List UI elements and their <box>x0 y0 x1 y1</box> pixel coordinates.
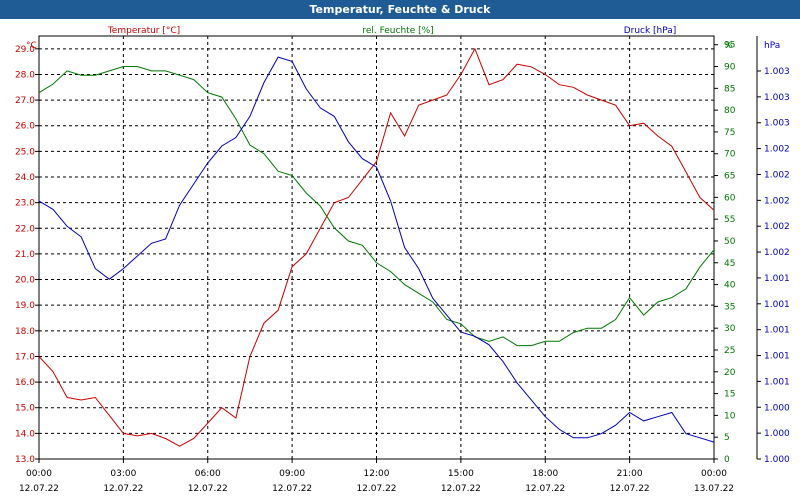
right-tick-label: 10 <box>724 411 736 421</box>
left-tick-label: 18.0 <box>15 327 35 337</box>
x-tick-time: 00:00 <box>26 469 52 479</box>
pressure-tick-label: 1.003 <box>764 119 790 129</box>
axes <box>35 36 761 463</box>
left-tick-label: 28.0 <box>15 70 35 80</box>
x-tick-date: 12.07.22 <box>610 484 650 494</box>
series-lines <box>38 47 715 447</box>
left-tick-label: 23.0 <box>15 199 35 209</box>
left-tick-label: 13.0 <box>15 455 35 465</box>
right-tick-label: 70 <box>724 150 736 160</box>
left-tick-label: 21.0 <box>15 250 35 260</box>
right-tick-label: 40 <box>724 281 736 291</box>
pressure-tick-label: 1.000 <box>764 455 790 465</box>
pressure-axis-unit: hPa <box>764 41 780 51</box>
x-tick-date: 12.07.22 <box>272 484 312 494</box>
pressure-tick-label: 1.002 <box>764 170 790 180</box>
right-tick-label: 80 <box>724 106 736 116</box>
right-tick-label: 25 <box>724 346 735 356</box>
humidity-line <box>38 66 715 347</box>
right-tick-label: 15 <box>724 390 735 400</box>
right-tick-label: 95 <box>724 41 735 51</box>
left-tick-label: 20.0 <box>15 276 35 286</box>
right-tick-label: 85 <box>724 84 735 94</box>
pressure-tick-label: 1.002 <box>764 145 790 155</box>
left-tick-label: 14.0 <box>15 429 35 439</box>
right-tick-label: 20 <box>724 368 736 378</box>
series-label-temperature: Temperatur [°C] <box>107 26 180 36</box>
left-tick-label: 25.0 <box>15 147 35 157</box>
right-tick-label: 30 <box>724 324 736 334</box>
left-tick-label: 19.0 <box>15 301 35 311</box>
right-tick-label: 65 <box>724 172 735 182</box>
x-tick-date: 12.07.22 <box>103 484 143 494</box>
x-tick-time: 06:00 <box>195 469 221 479</box>
right-tick-label: 35 <box>724 302 735 312</box>
left-tick-label: 27.0 <box>15 96 35 106</box>
right-tick-label: 75 <box>724 128 735 138</box>
x-tick-date: 12.07.22 <box>441 484 481 494</box>
x-tick-time: 03:00 <box>110 469 136 479</box>
right-axis-unit: % <box>724 41 733 51</box>
left-tick-label: 24.0 <box>15 173 35 183</box>
x-tick-date: 12.07.22 <box>356 484 396 494</box>
right-tick-label: 60 <box>724 193 736 203</box>
left-tick-label: 22.0 <box>15 224 35 234</box>
pressure-tick-label: 1.001 <box>764 326 790 336</box>
pressure-tick-label: 1.001 <box>764 274 790 284</box>
left-axis-unit: °C <box>26 41 37 51</box>
pressure-tick-label: 1.001 <box>764 300 790 310</box>
left-tick-label: 17.0 <box>15 352 35 362</box>
pressure-tick-label: 1.003 <box>764 67 790 77</box>
temperature-line <box>38 47 715 447</box>
left-tick-label: 16.0 <box>15 378 35 388</box>
right-tick-label: 90 <box>724 63 736 73</box>
x-tick-time: 00:00 <box>701 469 727 479</box>
x-tick-time: 09:00 <box>279 469 305 479</box>
x-tick-date: 13.07.22 <box>694 484 734 494</box>
right-tick-label: 5 <box>724 433 730 443</box>
chart-title: Temperatur, Feuchte & Druck <box>0 0 800 19</box>
x-tick-time: 18:00 <box>532 469 558 479</box>
pressure-tick-label: 1.001 <box>764 377 790 387</box>
pressure-tick-label: 1.003 <box>764 93 790 103</box>
pressure-line <box>38 56 715 443</box>
right-tick-label: 0 <box>724 455 730 465</box>
pressure-tick-label: 1.002 <box>764 248 790 258</box>
right-tick-label: 45 <box>724 259 735 269</box>
x-tick-time: 12:00 <box>364 469 390 479</box>
x-tick-time: 21:00 <box>617 469 643 479</box>
right-tick-label: 50 <box>724 237 736 247</box>
right-tick-label: 55 <box>724 215 735 225</box>
x-tick-date: 12.07.22 <box>188 484 228 494</box>
pressure-tick-label: 1.000 <box>764 403 790 413</box>
x-tick-date: 12.07.22 <box>525 484 565 494</box>
x-tick-time: 15:00 <box>448 469 474 479</box>
axis-labels: 00:00 12.07.22 03:00 12.07.22 06:00 12.07.22 0… <box>15 26 790 494</box>
pressure-tick-label: 1.000 <box>764 429 790 439</box>
pressure-tick-label: 1.001 <box>764 352 790 362</box>
pressure-tick-label: 1.002 <box>764 222 790 232</box>
left-tick-label: 26.0 <box>15 122 35 132</box>
x-tick-date: 12.07.22 <box>19 484 59 494</box>
pressure-tick-label: 1.002 <box>764 196 790 206</box>
left-tick-label: 15.0 <box>15 404 35 414</box>
series-label-pressure: Druck [hPa] <box>624 26 677 36</box>
left-tick-label: 29.0 <box>15 45 35 55</box>
series-label-humidity: rel. Feuchte [%] <box>362 26 433 36</box>
